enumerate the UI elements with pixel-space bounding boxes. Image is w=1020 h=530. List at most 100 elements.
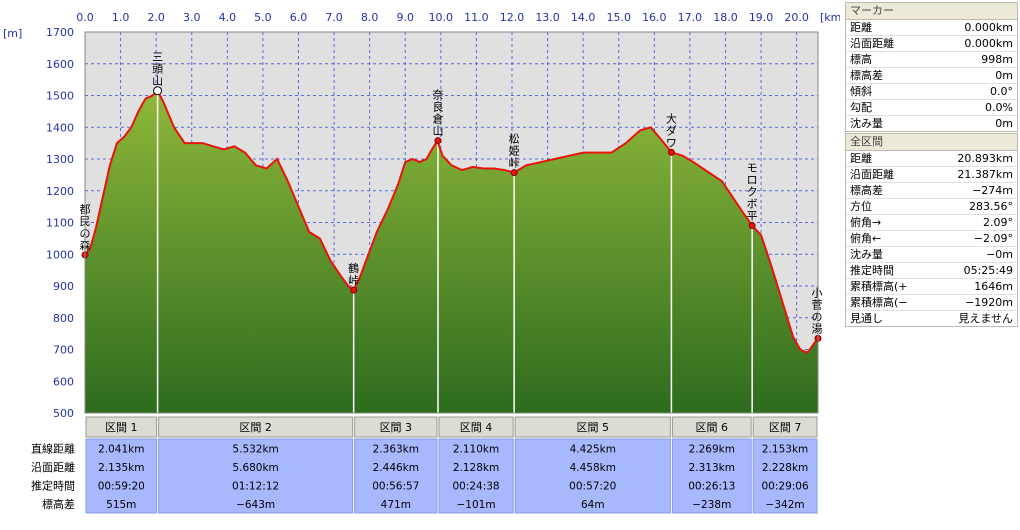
marker-panel-title: マーカー	[845, 2, 1018, 20]
segment-value: 2.135km	[98, 462, 144, 474]
y-tick-label: 600	[53, 375, 74, 388]
marker-panel: マーカー 距離 0.000km 沿面距離 0.000km 標高 998m 標高差 0m 傾斜 0.…	[845, 2, 1018, 132]
panel-row: 距離 20.893km	[846, 151, 1017, 167]
segment-value: 2.313km	[689, 462, 735, 474]
segment-header-cell	[85, 416, 158, 438]
segment-value: 2.128km	[453, 462, 499, 474]
marker-table: 距離 0.000km 沿面距離 0.000km 標高 998m 標高差 0m 傾斜 0.0° 勾配 0…	[845, 20, 1018, 132]
panel-row: 標高差 0m	[846, 68, 1017, 84]
segment-value: 471m	[381, 499, 411, 511]
segment-header-label: 区間 3	[380, 421, 413, 434]
segment-value: 00:59:20	[98, 480, 145, 492]
segment-row-label: 直線距離	[31, 441, 75, 455]
plot-border	[84, 31, 819, 414]
panel-row: 累積標高(+) 1646m	[846, 279, 1017, 295]
panel-row-key: 方位	[850, 200, 872, 213]
panel-row-key: 傾斜	[850, 85, 872, 98]
y-tick-label: 500	[53, 407, 74, 420]
panel-row-key: 俯角→	[850, 216, 882, 229]
segment-value: 4.425km	[570, 443, 616, 455]
y-tick-label: 1200	[46, 185, 74, 198]
peak-label: 奈良倉山	[432, 88, 443, 138]
segment-row-label: 標高差	[42, 497, 75, 511]
panel-row: 距離 0.000km	[846, 20, 1017, 36]
segment-value: −342m	[766, 499, 805, 511]
panel-row: 勾配 0.0%	[846, 100, 1017, 116]
peak-marker	[153, 86, 163, 96]
panel-row: 傾斜 0.0°	[846, 84, 1017, 100]
segment-body-cell	[671, 438, 752, 514]
x-tick-label: 6.0	[290, 11, 308, 24]
segment-value: −238m	[692, 499, 731, 511]
segment-value: 01:12:12	[232, 480, 279, 492]
panel-row-value: −0m	[986, 248, 1013, 261]
panel-row: 俯角← −2.09°	[846, 231, 1017, 247]
segment-body-cell	[158, 438, 354, 514]
segment-value: 515m	[106, 499, 136, 511]
segment-header-cell	[158, 416, 354, 438]
x-tick-label: 8.0	[361, 11, 379, 24]
segment-value: 00:29:06	[762, 480, 809, 492]
segment-body-cell	[85, 438, 158, 514]
x-tick-label: 17.0	[678, 11, 703, 24]
elevation-line	[84, 89, 819, 354]
panel-row-key: 勾配	[850, 101, 872, 114]
total-panel: 全区間 距離 20.893km 沿面距離 21.387km 標高差 −274m 方位 283.…	[845, 133, 1018, 327]
segment-body-cell	[752, 438, 818, 514]
elevation-area	[85, 90, 818, 413]
panel-row: 累積標高(−) −1920m	[846, 295, 1017, 311]
y-axis-ticks: 1700 1600 1500 1400 1300 1200 1100 1000 900 800 70…	[46, 26, 74, 420]
y-unit-label: [m]	[3, 27, 22, 40]
panel-row-value: −2.09°	[973, 232, 1013, 245]
segment-value: 00:24:38	[452, 480, 499, 492]
panel-row-key: 標高差	[850, 69, 883, 82]
segment-header-cell	[752, 416, 818, 438]
segment-value: 00:57:20	[569, 480, 616, 492]
segment-value: −101m	[457, 499, 496, 511]
x-tick-label: 5.0	[254, 11, 272, 24]
segment-body-cell	[438, 438, 514, 514]
peak-label: 小菅の湯	[812, 286, 823, 335]
segment-value: −643m	[236, 499, 275, 511]
segment-header-label: 区間 1	[105, 421, 138, 434]
segment-body-cell	[354, 438, 438, 514]
panel-row-value: 0.0°	[990, 85, 1013, 98]
y-tick-label: 900	[53, 280, 74, 293]
peak-label: 大ダワ	[666, 111, 677, 149]
segment-value: 2.110km	[453, 443, 499, 455]
panel-row: 俯角→ 2.09°	[846, 215, 1017, 231]
segment-value: 2.041km	[98, 443, 144, 455]
y-tick-label: 1500	[46, 90, 74, 103]
panel-row-key: 俯角←	[850, 232, 882, 245]
panel-row-key: 標高差	[850, 184, 883, 197]
peak-marker	[748, 222, 756, 230]
x-tick-label: 19.0	[749, 11, 774, 24]
panel-row-key: 推定時間	[850, 264, 894, 277]
segment-header-label: 区間 6	[696, 421, 729, 434]
panel-row-value: 0.0%	[985, 101, 1013, 114]
y-tick-label: 1400	[46, 121, 74, 134]
segment-body-cell	[514, 438, 671, 514]
x-tick-label: 0.0	[76, 11, 94, 24]
x-tick-label: 16.0	[642, 11, 667, 24]
panel-row-key: 距離	[850, 152, 872, 165]
y-tick-label: 1700	[46, 26, 74, 39]
x-tick-label: 13.0	[535, 11, 560, 24]
y-tick-label: 1600	[46, 58, 74, 71]
panel-row-value: 0.000km	[964, 21, 1013, 34]
y-tick-label: 800	[53, 312, 74, 325]
segment-row-label: 推定時間	[31, 478, 75, 492]
peak-marker	[667, 148, 675, 156]
segment-header-label: 区間 5	[577, 421, 610, 434]
segment-value: 2.228km	[762, 462, 808, 474]
segment-dividers	[156, 90, 753, 413]
panel-row-value: 1646m	[974, 280, 1013, 293]
y-tick-label: 1000	[46, 248, 74, 261]
panel-row: 沿面距離 0.000km	[846, 36, 1017, 52]
x-tick-label: 12.0	[500, 11, 525, 24]
segment-header-label: 区間 2	[239, 421, 272, 434]
panel-row-key: 累積標高(−)	[850, 296, 908, 309]
x-tick-label: 14.0	[571, 11, 596, 24]
